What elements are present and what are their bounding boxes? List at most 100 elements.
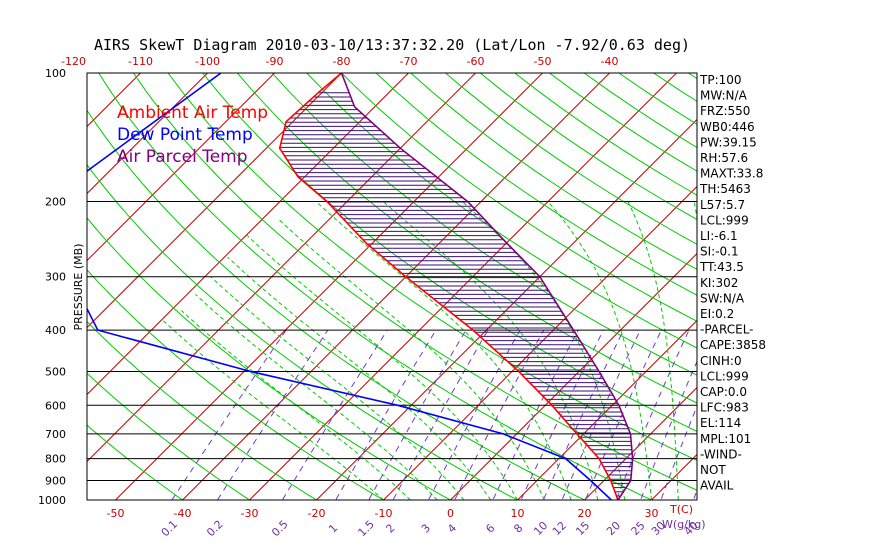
dry-adiabat-line (87, 164, 519, 500)
mixing-ratio-tick-label: 4 (445, 521, 459, 535)
mixing-ratio-tick-label: 2 (383, 521, 397, 535)
dry-adiabat-line (87, 109, 586, 500)
isotherm-line (383, 185, 697, 500)
mixing-ratio-tick-label: 1 (326, 521, 340, 535)
index-item: LCL:999 (700, 213, 749, 227)
pressure-tick-label: 400 (45, 324, 66, 337)
dry-adiabat-line (514, 73, 697, 196)
index-item: RH:57.6 (700, 151, 748, 165)
pressure-tick-label: 200 (45, 196, 66, 209)
mixing-ratio-line (216, 329, 329, 500)
temp-top-tick-label: -80 (333, 55, 351, 68)
grid-layer (0, 73, 870, 500)
temp-top-tick-label: -90 (266, 55, 284, 68)
legend-entry: Dew Point Temp (117, 125, 253, 145)
pressure-tick-label: 500 (45, 365, 66, 378)
isotherm-line (786, 73, 870, 500)
index-item: TH:5463 (699, 182, 751, 196)
isotherm-line (182, 73, 610, 500)
profile-layer (87, 73, 634, 500)
index-item: -WIND- (700, 447, 742, 461)
dry-adiabat-line (341, 73, 697, 322)
mixing-ratio-tick-label: 0.1 (159, 518, 181, 540)
moist-adiabat-line (181, 310, 411, 500)
moist-adiabat-line (278, 218, 545, 500)
mixing-ratio-tick-label: 0.5 (269, 518, 291, 540)
mixing-ratio-tick-label: 15 (573, 519, 592, 538)
index-item: KI:302 (700, 276, 738, 290)
pressure-tick-label: 600 (45, 399, 66, 412)
dry-adiabat-line (167, 73, 697, 462)
temp-top-tick-label: -110 (128, 55, 153, 68)
mixing-ratio-line (561, 329, 641, 500)
isotherm-line (0, 73, 7, 500)
dry-adiabat-line (375, 73, 697, 296)
mixing-ratio-line (492, 329, 579, 500)
isotherm-line (517, 319, 697, 500)
mixing-ratio-line (454, 329, 545, 500)
mixing-ratio-tick-label: 1.5 (355, 518, 377, 540)
mixing-ratio-line (335, 329, 437, 500)
isotherm-line (115, 73, 543, 500)
index-item: TT:43.5 (699, 260, 744, 274)
dry-adiabat-line (271, 73, 697, 376)
isotherm-line (87, 73, 476, 463)
index-item: CAPE:3858 (700, 338, 766, 352)
isotherm-line (853, 73, 870, 500)
index-item: MW:N/A (700, 89, 748, 103)
pressure-tick-label: 800 (45, 453, 66, 466)
pressure-tick-label: 700 (45, 428, 66, 441)
dry-adiabat-line (132, 73, 697, 491)
temp-bottom-tick-label: 30 (645, 507, 659, 520)
dry-adiabat-line (87, 372, 251, 500)
dry-adiabat-line (237, 73, 697, 404)
moist-adiabat-line (627, 201, 679, 500)
dry-adiabat-line (98, 73, 653, 500)
mixing-ratio-line (427, 329, 521, 500)
isotherm-line (651, 453, 697, 500)
moist-adiabat-line (195, 294, 438, 500)
temp-bottom-tick-label: -40 (174, 507, 192, 520)
moist-adiabat-line (227, 256, 492, 500)
legend-entry: Air Parcel Temp (117, 147, 248, 167)
pressure-tick-label: 300 (45, 271, 66, 284)
temp-top-tick-label: -120 (61, 55, 86, 68)
index-item: NOT (700, 463, 726, 477)
mixing-ratio-tick-label: 12 (550, 519, 569, 538)
mixing-ratio-line (584, 329, 662, 500)
dry-adiabat-line (306, 73, 697, 349)
moist-adiabat-line (461, 201, 626, 500)
mixing-ratio-line (368, 329, 467, 500)
series-line-ambient-air-temp (278, 73, 619, 500)
mixing-ratio-tick-label: 25 (629, 519, 648, 538)
mixing-ratio-tick-label: 0.2 (204, 518, 226, 540)
index-item: WB0:446 (700, 120, 755, 134)
index-item: CAP:0.0 (700, 385, 747, 399)
mixing-ratio-line (640, 360, 697, 500)
dry-adiabat-line (410, 73, 697, 271)
pressure-tick-label: 900 (45, 474, 66, 487)
mixing-ratio-line (520, 329, 604, 500)
temp-top-tick-label: -50 (534, 55, 552, 68)
temp-top-tick-label: -60 (467, 55, 485, 68)
index-item: AVAIL (700, 479, 734, 493)
index-item: MAXT:33.8 (700, 167, 763, 181)
mixing-ratio-tick-label: 6 (483, 521, 497, 535)
mixing-ratio-tick-label: 10 (531, 519, 550, 538)
legend-entry: Ambient Air Temp (117, 103, 268, 123)
x-axis-label: T(C) (669, 503, 693, 516)
index-item: EL:114 (700, 416, 741, 430)
isotherm-line (87, 73, 275, 262)
plot-frame (86, 72, 698, 501)
temp-bottom-tick-label: 20 (578, 507, 592, 520)
series-line-dew-point-temp (87, 73, 612, 500)
index-item: SW:N/A (700, 291, 745, 305)
cape-hatch-layer (279, 92, 633, 497)
isotherm-line (87, 73, 208, 195)
index-item: LI:-6.1 (700, 229, 738, 243)
isotherm-line (584, 386, 697, 500)
temp-top-tick-label: -100 (195, 55, 220, 68)
